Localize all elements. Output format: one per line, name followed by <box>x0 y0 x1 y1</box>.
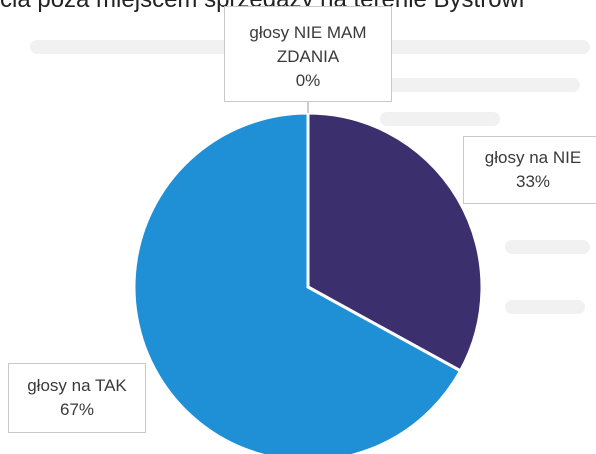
slice-label-text: głosy na TAK <box>27 376 127 395</box>
pie-slice-3 <box>132 111 463 454</box>
slice-percent-label: 67% <box>59 400 95 419</box>
slice-label-text: głosy NIE MAM <box>249 23 367 42</box>
slice-label-tak: głosy na TAK 67% <box>8 363 146 433</box>
faded-text-line <box>380 78 580 92</box>
faded-text-line <box>505 240 590 254</box>
faded-text-line <box>505 300 585 314</box>
slice-label-text: głosy na NIE <box>484 148 582 167</box>
slice-label-text: ZDANIA <box>276 47 340 66</box>
faded-text-line <box>380 112 500 126</box>
faded-text-line <box>360 40 590 54</box>
faded-text-line <box>30 40 230 54</box>
slice-label-nie: głosy na NIE 33% <box>463 136 596 204</box>
slice-percent-label: 0% <box>295 71 321 90</box>
pie-slice-2 <box>306 111 484 373</box>
slice-label-nie-mam-zdania: głosy NIE MAM ZDANIA 0% <box>224 6 392 102</box>
slice-percent-label: 33% <box>515 172 551 191</box>
